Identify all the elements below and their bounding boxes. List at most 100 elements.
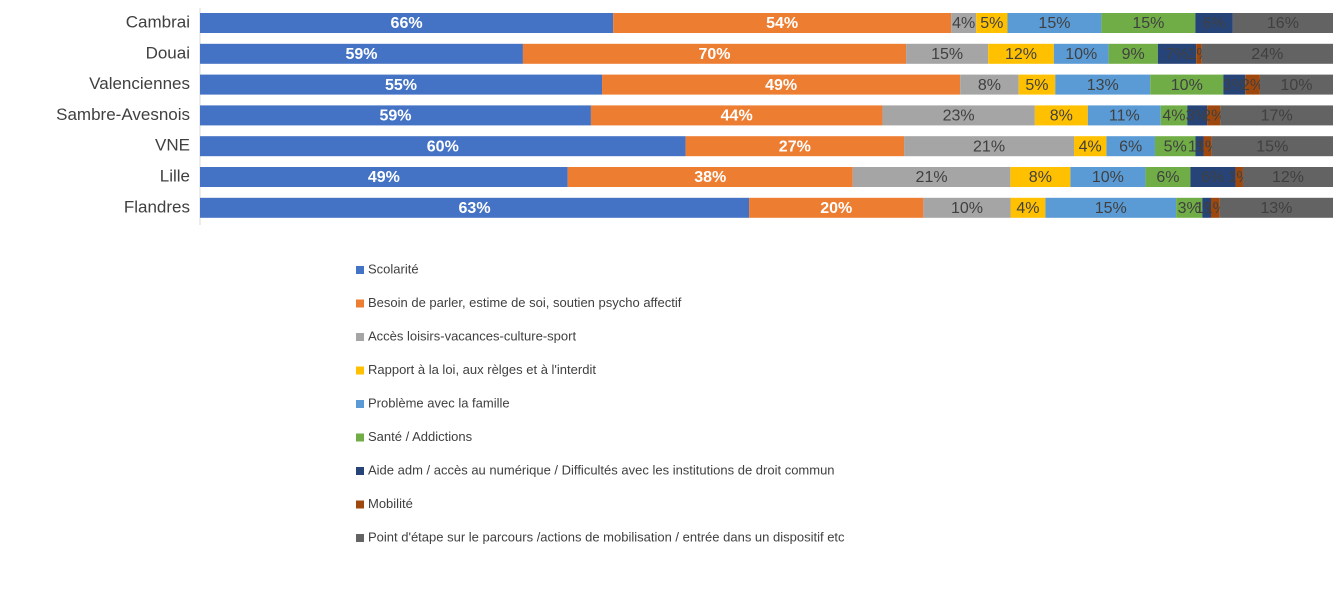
bar-segment [1154, 136, 1196, 157]
legend-label: Scolarité [368, 261, 419, 276]
legend-swatch [356, 266, 364, 274]
data-label: 11% [1109, 108, 1140, 125]
bar-segment [1195, 136, 1204, 157]
category-label: Cambrai [126, 12, 190, 31]
data-label: 44% [721, 108, 753, 125]
bar-segment [1223, 74, 1246, 95]
bar-segment [590, 105, 883, 126]
bar-segment [906, 43, 989, 64]
data-label: 17% [1261, 108, 1293, 125]
bar-segment [1195, 13, 1233, 33]
data-label: 3% [1178, 200, 1201, 217]
category-label: Douai [146, 43, 190, 62]
data-label: 20% [820, 200, 852, 217]
data-label: 60% [427, 138, 459, 155]
bar-segment [852, 167, 1011, 187]
bar-segment [1150, 74, 1224, 95]
legend-swatch [356, 333, 364, 341]
data-label: 70% [698, 46, 730, 63]
bar-segment [1176, 197, 1203, 218]
data-label: 6% [1201, 169, 1224, 186]
data-label: 59% [379, 108, 411, 125]
bar-segment [200, 136, 686, 157]
bar-segment [1196, 43, 1202, 64]
data-label: 59% [345, 46, 377, 63]
category-label: Valenciennes [89, 74, 190, 93]
bar-segment [1232, 13, 1333, 33]
data-label: 15% [931, 46, 963, 63]
bar-segment [1053, 43, 1109, 64]
data-label: 2% [1202, 108, 1225, 125]
data-label: 10% [1065, 46, 1097, 63]
bar-segment [951, 13, 977, 33]
bar-segment [200, 197, 750, 218]
data-label: 15% [1095, 200, 1127, 217]
data-label: 12% [1005, 46, 1037, 63]
data-label: 54% [766, 15, 798, 32]
data-label: 10% [951, 200, 983, 217]
data-label: 5% [980, 15, 1003, 32]
data-label: 63% [459, 200, 491, 217]
data-label: 4% [1162, 108, 1185, 125]
bar-segment [1070, 167, 1146, 187]
legend-swatch [356, 400, 364, 408]
legend-label: Problème avec la famille [368, 395, 510, 410]
data-label: 4% [952, 15, 975, 32]
bar-segment [1235, 167, 1243, 187]
bar-segment [1220, 105, 1333, 126]
bar-segment [602, 74, 961, 95]
legend-label: Point d'étape sur le parcours /actions d… [368, 529, 845, 544]
bar-segment [1010, 197, 1046, 218]
bar-segment [567, 167, 853, 187]
bar-segment [1211, 136, 1333, 157]
data-label: 8% [978, 77, 1001, 94]
legend-label: Mobilité [368, 496, 413, 511]
bar-segment [1018, 74, 1056, 95]
legend-swatch [356, 433, 364, 442]
bar-segment [1087, 105, 1161, 126]
data-label: 4% [1016, 200, 1039, 217]
data-label: 15% [1256, 138, 1288, 155]
data-label: 6% [1156, 169, 1179, 186]
data-label: 55% [385, 77, 417, 94]
legend-label: Rapport à la loi, aux rèlges et à l'inte… [368, 362, 596, 377]
data-label: 12% [1272, 169, 1304, 186]
bar-segment [685, 136, 905, 157]
legend-swatch [356, 534, 364, 542]
bar-segment [1074, 136, 1107, 157]
bar-segment [1203, 136, 1212, 157]
bar-segment [200, 74, 603, 95]
data-label: 4% [1079, 138, 1102, 155]
bar-segment [960, 74, 1019, 95]
bar-segment [976, 13, 1008, 33]
data-label: 15% [1038, 15, 1070, 32]
data-label: 23% [943, 108, 975, 125]
bar-segment [1106, 136, 1155, 157]
bar-segment [923, 197, 1011, 218]
bar-segment [200, 43, 523, 64]
data-label: 5% [1025, 77, 1048, 94]
data-label: 66% [391, 15, 423, 32]
bar-segment [904, 136, 1075, 157]
bar-segment [1010, 167, 1071, 187]
data-label: 10% [1171, 77, 1203, 94]
bar-segment [1190, 167, 1236, 187]
data-label: 38% [694, 169, 726, 186]
bar-segment [1245, 74, 1260, 95]
bar-segment [988, 43, 1054, 64]
data-label: 3% [1186, 108, 1209, 125]
data-label: 21% [973, 138, 1005, 155]
category-label: Flandres [124, 197, 190, 216]
bar-segment [1160, 105, 1188, 126]
data-label: 15% [1132, 15, 1164, 32]
legend-swatch [356, 500, 364, 509]
legend-label: Santé / Addictions [368, 429, 473, 444]
bar-segment [613, 13, 952, 33]
bar-segment [1259, 74, 1333, 95]
data-label: 49% [368, 169, 400, 186]
data-label: 13% [1087, 77, 1119, 94]
data-label: 16% [1267, 15, 1299, 32]
data-label: 6% [1119, 138, 1142, 155]
data-label: 10% [1092, 169, 1124, 186]
bar-segment [1145, 167, 1191, 187]
